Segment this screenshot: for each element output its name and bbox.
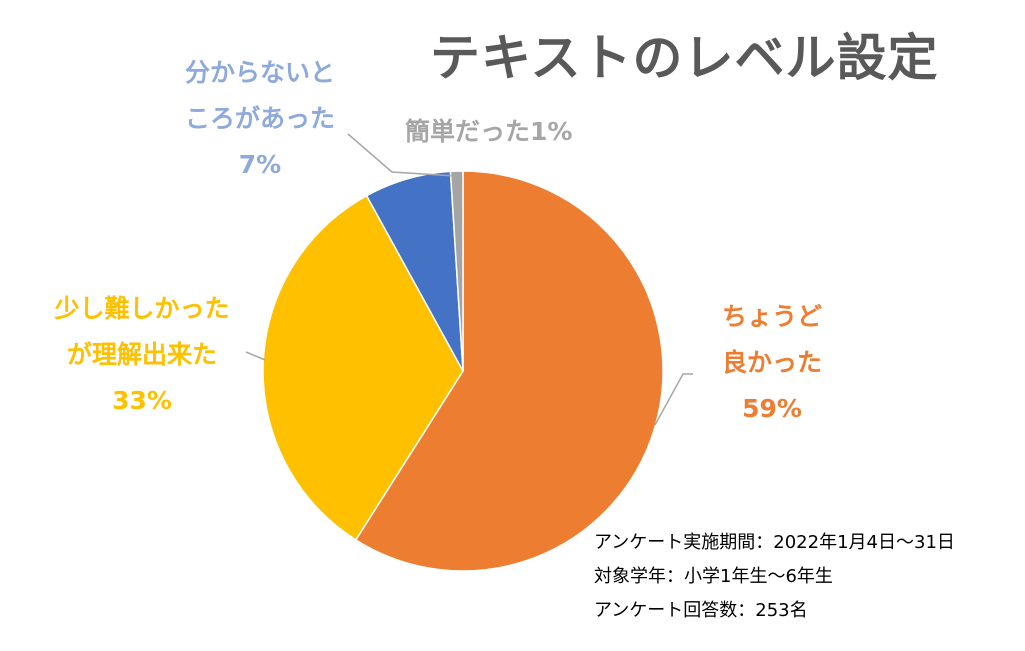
chart-title: テキストのレベル設定 [430,29,939,87]
slice-label-line: 良かった [721,348,822,377]
slice-label-line: が理解出来た [66,340,217,369]
pie-slice-just-right [354,170,664,572]
pie-slice-easy [449,170,464,372]
survey-respondents: アンケート回答数：253名 [594,600,808,621]
survey-grades: 対象学年：小学1年生～6年生 [594,566,833,587]
slice-label-difficult-parts: 分からないと ころがあった 7% [160,50,360,188]
leader-lines [245,133,693,426]
slice-percent: 7% [238,150,282,179]
leader-line-easy [347,133,456,177]
pie-slice-somewhat-difficult [262,194,464,541]
survey-notes: アンケート実施期間：2022年1月4日～31日 対象学年：小学1年生～6年生 ア… [594,526,955,628]
slice-label-line: ちょうど [721,302,822,331]
slice-label-line: 分からないと [184,58,335,87]
slice-label-somewhat-difficult: 少し難しかった が理解出来た 33% [28,286,256,424]
slice-label-line: 簡単だった1% [405,117,573,146]
leader-line-just-right [654,373,693,426]
slice-label-just-right: ちょうど 良かった 59% [708,294,836,432]
pie-slices [262,170,664,572]
slice-label-line: 少し難しかった [54,294,230,323]
slice-label-easy: 簡単だった1% [405,112,572,152]
slice-percent: 59% [742,394,802,423]
survey-period: アンケート実施期間：2022年1月4日～31日 [594,532,955,553]
slice-label-line: ころがあった [184,104,335,133]
slice-percent: 33% [112,386,172,415]
leader-line-somewhat-difficult [245,351,266,361]
